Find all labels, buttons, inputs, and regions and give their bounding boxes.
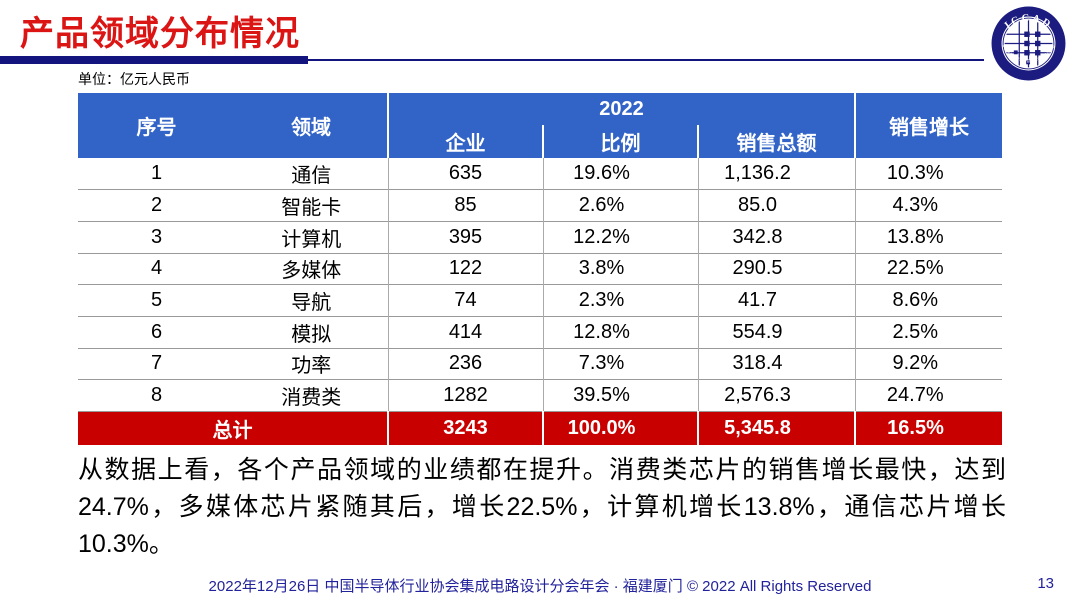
unit-label: 单位：亿元人民币 [78, 71, 190, 87]
cell-growth: 10.3% [854, 158, 1002, 190]
total-share: 100.0% [542, 411, 698, 445]
total-growth: 16.5% [854, 411, 1002, 445]
table-row: 5 导航 74 2.3% 41.7 8.6% [78, 284, 1002, 317]
cell-share: 2.6% [542, 189, 698, 222]
cell-no: 1 [150, 162, 163, 185]
cell-companies: 414 [387, 315, 543, 349]
cell-no: 8 [78, 379, 235, 412]
table-row: 6 模拟 414 12.8% 554.9 2.5% [78, 315, 1002, 349]
cell-share: 19.6% [542, 158, 698, 190]
cell-domain: 模拟 [235, 315, 388, 349]
footer-text: 2022年12月26日 中国半导体行业协会集成电路设计分会年会 · 福建厦门 ©… [208, 578, 872, 595]
header-year-group: 2022 [387, 93, 855, 125]
cell-sales: 318.4 [697, 347, 855, 380]
table-header-row-1: 序号 领域 2022 销售增长 [78, 93, 1002, 158]
cell-companies: 1282 [387, 379, 543, 412]
cell-no: 4 [78, 252, 235, 285]
table-header-row-2: 企业 比例 销售总额 [78, 125, 1002, 158]
iccad-logo: ICCAD 中国半导体行业协会集成电路设计分会 [990, 5, 1067, 82]
table-row: 3 计算机 395 12.2% 342.8 13.8% [78, 220, 1002, 254]
table-row: 2 智能卡 85 2.6% 85.0 4.3% [78, 189, 1002, 222]
cell-share: 2.3% [542, 284, 698, 317]
cell-companies: 635 [387, 158, 543, 190]
header-no: 序号 [78, 93, 235, 158]
table-row: 4 多媒体 122 3.8% 290.5 22.5% [78, 252, 1002, 285]
header-domain: 领域 [235, 93, 388, 158]
cell-domain: 通信 [291, 165, 332, 188]
title-underline-thick [0, 56, 308, 64]
cell-share: 3.8% [542, 252, 698, 285]
cell-growth: 4.3% [854, 189, 1002, 222]
data-table: 序号 领域 2022 销售增长 企业 比例 销售总额 1 通信 635 19.6… [78, 93, 1002, 445]
cell-no: 6 [78, 315, 235, 349]
table-row: 8 消费类 1282 39.5% 2,576.3 24.7% [78, 379, 1002, 412]
page-title: 产品领域分布情况 [20, 15, 300, 53]
cell-companies: 122 [387, 252, 543, 285]
cell-share: 7.3% [542, 347, 698, 380]
header-growth: 销售增长 [854, 93, 1002, 158]
cell-companies: 395 [387, 220, 543, 254]
cell-share: 12.2% [542, 220, 698, 254]
cell-sales: 1,136.2 [697, 158, 855, 190]
cell-sales: 290.5 [697, 252, 855, 285]
cell-sales: 2,576.3 [697, 379, 855, 412]
cell-growth: 2.5% [854, 315, 1002, 349]
table-row: 1 通信 635 19.6% 1,136.2 10.3% [78, 158, 1002, 190]
total-sales: 5,345.8 [697, 411, 855, 445]
cell-sales: 41.7 [697, 284, 855, 317]
page-number: 13 [1037, 575, 1054, 592]
total-label: 总计 [78, 411, 388, 445]
cell-no: 2 [78, 189, 235, 222]
cell-sales: 554.9 [697, 315, 855, 349]
cell-growth: 22.5% [854, 252, 1002, 285]
cell-companies: 74 [387, 284, 543, 317]
iccad-logo-icon: ICCAD 中国半导体行业协会集成电路设计分会 [991, 6, 1066, 81]
cell-domain: 智能卡 [235, 189, 388, 222]
header-share: 比例 [542, 125, 698, 158]
cell-growth: 8.6% [854, 284, 1002, 317]
cell-domain: 导航 [235, 284, 388, 317]
cell-no: 7 [78, 347, 235, 380]
cell-no: 3 [78, 220, 235, 254]
cell-domain: 消费类 [235, 379, 388, 412]
cell-sales: 85.0 [697, 189, 855, 222]
cell-growth: 24.7% [854, 379, 1002, 412]
cell-share: 12.8% [542, 315, 698, 349]
summary-paragraph: 从数据上看，各个产品领域的业绩都在提升。消费类芯片的销售增长最快，达到24.7%… [78, 456, 1006, 558]
total-row: 总计 3243 100.0% 5,345.8 16.5% [78, 411, 1002, 445]
table-row: 7 功率 236 7.3% 318.4 9.2% [78, 347, 1002, 380]
cell-growth: 9.2% [854, 347, 1002, 380]
cell-growth: 13.8% [854, 220, 1002, 254]
cell-companies: 85 [387, 189, 543, 222]
cell-no: 5 [78, 284, 235, 317]
cell-domain: 多媒体 [235, 252, 388, 285]
total-companies: 3243 [387, 411, 543, 445]
title-underline-thin [308, 59, 984, 61]
header-sales: 销售总额 [697, 125, 855, 158]
cell-companies: 236 [387, 347, 543, 380]
header-companies: 企业 [387, 125, 543, 158]
cell-share: 39.5% [542, 379, 698, 412]
cell-domain: 计算机 [235, 220, 388, 254]
cell-domain: 功率 [235, 347, 388, 380]
cell-sales: 342.8 [697, 220, 855, 254]
